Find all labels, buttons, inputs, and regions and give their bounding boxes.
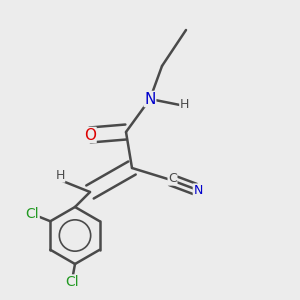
Text: H: H: [180, 98, 189, 112]
Text: O: O: [84, 128, 96, 142]
Text: Cl: Cl: [26, 207, 39, 221]
Text: H: H: [55, 169, 65, 182]
Text: N: N: [193, 184, 203, 197]
Text: C: C: [168, 172, 177, 185]
Text: Cl: Cl: [65, 275, 79, 289]
Text: N: N: [144, 92, 156, 106]
